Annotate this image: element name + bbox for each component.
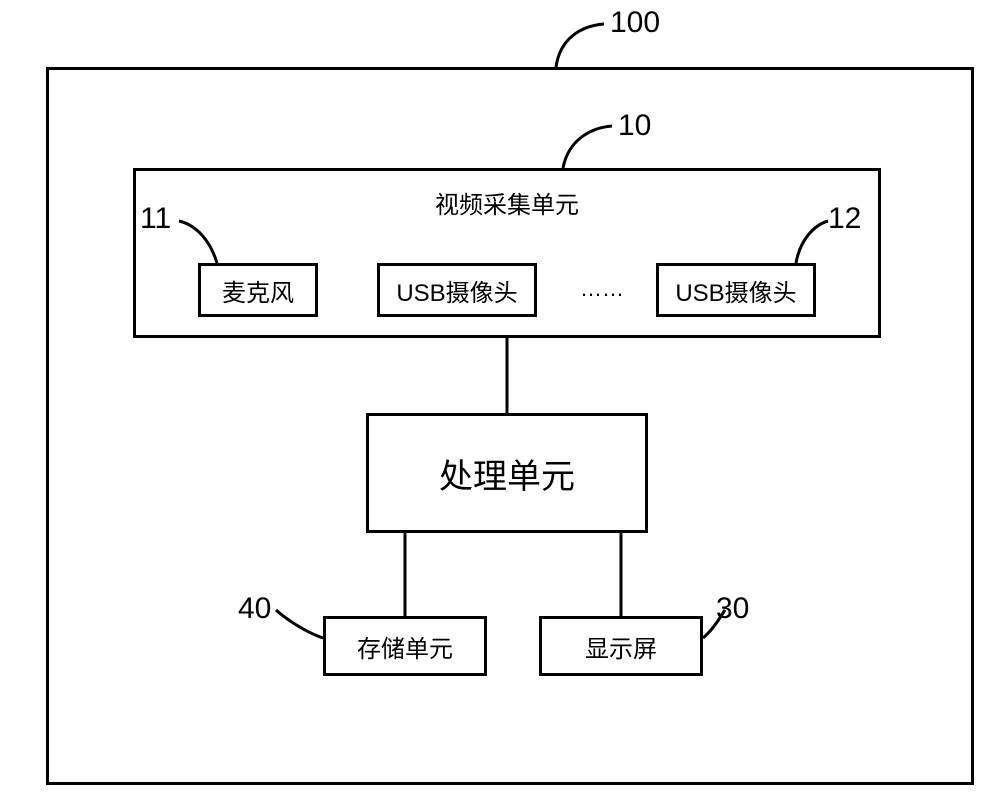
ref-100: 100 [610,6,660,40]
ref-30: 30 [716,592,749,626]
block-diagram: 视频采集单元 麦克风 USB摄像头 …… USB摄像头 处理单元 存储单元 显示… [0,0,1000,808]
ref-10: 10 [618,109,651,143]
ref-40: 40 [238,592,271,626]
ref-12: 12 [828,202,861,236]
ref-11: 11 [140,202,171,236]
connectors [0,0,1000,808]
